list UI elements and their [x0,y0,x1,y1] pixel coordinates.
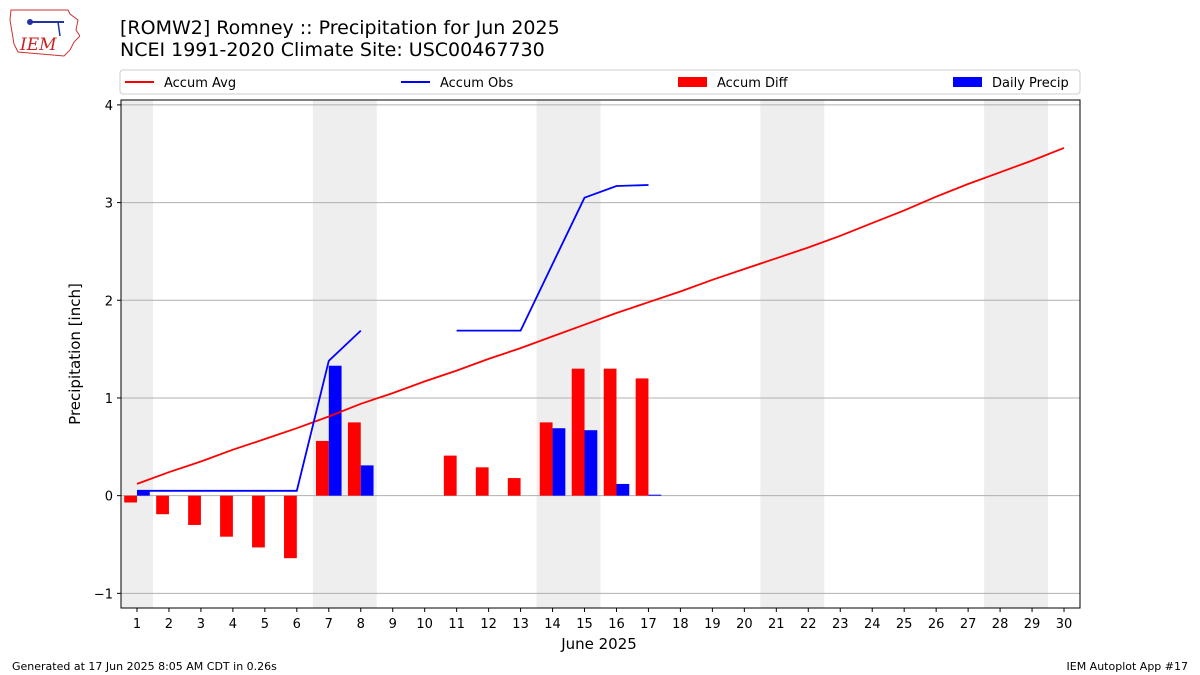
accum-diff-bar [220,495,233,537]
x-tick-label: 1 [133,617,141,632]
x-tick-label: 24 [864,617,881,632]
legend-box [119,69,1081,95]
accum-diff-bar [284,495,297,559]
daily-precip-bar [648,494,662,496]
accum-diff-bar [252,495,265,548]
weekend-band [760,100,825,608]
x-tick-label: 11 [448,617,465,632]
accum-obs-line [456,184,649,332]
x-tick-label: 27 [960,617,977,632]
x-tick-label: 20 [736,617,753,632]
x-tick-label: 22 [800,617,817,632]
y-tick-label: 0 [105,490,113,505]
accum-diff-bar [635,378,649,496]
x-tick-label: 30 [1056,617,1073,632]
x-tick-label: 21 [768,617,785,632]
accum-diff-bar [539,422,553,496]
x-tick-label: 12 [480,617,497,632]
x-tick-label: 7 [325,617,333,632]
legend-label-accum-diff: Accum Diff [717,76,789,91]
accum-diff-bar [603,368,617,496]
x-tick-label: 8 [357,617,365,632]
weekend-band [536,100,601,608]
x-tick-label: 10 [416,617,433,632]
x-tick-label: 3 [197,617,205,632]
weekend-band [984,100,1049,608]
accum-diff-bar [315,440,329,496]
daily-precip-bar [584,430,598,496]
x-tick-label: 23 [832,617,849,632]
accum-diff-bar [347,422,361,496]
daily-precip-bar [552,428,566,496]
x-tick-label: 5 [261,617,269,632]
x-tick-label: 18 [672,617,689,632]
daily-precip-bar [616,483,630,496]
legend-label-daily-precip: Daily Precip [992,76,1069,91]
iem-logo: IEM [8,6,81,60]
accum-diff-bar [507,478,521,496]
accum-diff-bar [156,495,169,515]
x-tick-label: 26 [928,617,945,632]
x-tick-label: 6 [293,617,301,632]
logo-text: IEM [19,35,57,55]
footer-generated: Generated at 17 Jun 2025 8:05 AM CDT in … [12,660,277,673]
legend-swatch-accum-diff [678,77,707,87]
accum-avg-line [136,147,1065,485]
y-tick-label: 4 [105,99,113,114]
x-tick-label: 14 [544,617,561,632]
accum-diff-bar [571,368,585,496]
daily-precip-bar [328,365,342,496]
y-tick-label: 3 [105,197,113,212]
x-tick-label: 25 [896,617,913,632]
y-tick-label: 1 [105,392,113,407]
x-tick-label: 29 [1024,617,1041,632]
accum-diff-bar [475,467,489,496]
x-tick-label: 2 [165,617,173,632]
legend-label-accum-avg: Accum Avg [164,76,236,91]
accum-diff-bar [443,455,457,496]
x-tick-label: 28 [992,617,1009,632]
x-tick-label: 17 [640,617,657,632]
accum-obs-line [137,329,362,492]
weekend-band [312,100,377,608]
x-tick-label: 9 [389,617,397,632]
x-axis-label: June 2025 [560,635,637,653]
footer-app-id: IEM Autoplot App #17 [1066,660,1189,673]
x-tick-label: 13 [512,617,529,632]
x-tick-label: 16 [608,617,625,632]
accum-diff-bar [124,495,137,503]
legend-swatch-daily-precip [953,77,982,87]
chart-title-line2: NCEI 1991-2020 Climate Site: USC00467730 [120,39,545,61]
chart-title: [ROMW2] Romney :: Precipitation for Jun … [120,17,560,61]
daily-precip-bar [136,490,150,496]
weekend-band [121,100,153,608]
daily-precip-bar [360,465,374,496]
plot-frame [120,99,1081,609]
chart-title-line1: [ROMW2] Romney :: Precipitation for Jun … [120,17,560,39]
x-tick-label: 19 [704,617,721,632]
x-tick-label: 4 [229,617,237,632]
y-tick-label: −1 [94,587,113,602]
y-tick-label: 2 [105,294,113,309]
x-tick-label: 15 [576,617,593,632]
accum-diff-bar [188,495,201,525]
legend-label-accum-obs: Accum Obs [440,76,513,91]
y-axis-label: Precipitation [inch] [66,283,84,425]
